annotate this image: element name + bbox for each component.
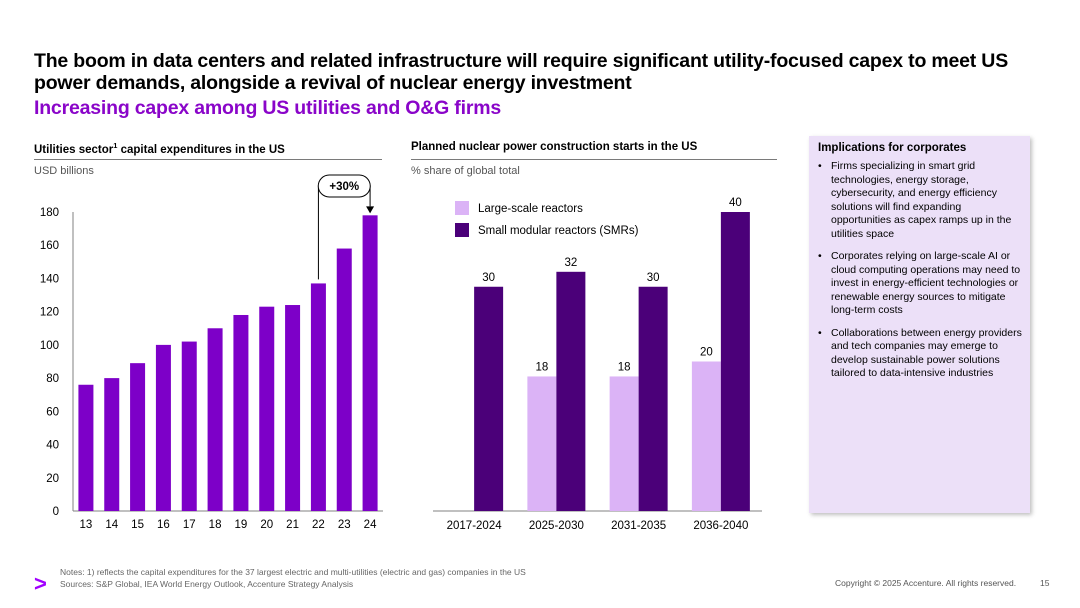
page-title: The boom in data centers and related inf…: [34, 50, 1008, 94]
right-chart-title: Planned nuclear power construction start…: [411, 141, 698, 153]
data-label: 30: [482, 272, 495, 284]
legend-label: Small modular reactors (SMRs): [478, 225, 639, 237]
x-tick-label: 16: [157, 519, 170, 531]
x-tick-label: 20: [260, 519, 273, 531]
capex-bar: [336, 248, 352, 512]
x-tick-label: 17: [183, 519, 196, 531]
right-chart-unit: % share of global total: [411, 165, 520, 177]
y-tick-label: 180: [40, 207, 59, 219]
y-tick-label: 0: [53, 506, 59, 518]
x-tick-label: 2031-2035: [611, 520, 666, 532]
large-scale-bar: [527, 376, 557, 511]
smr-bar: [474, 286, 504, 511]
capex-bar: [78, 384, 94, 511]
capex-bar: [259, 306, 275, 511]
x-tick-label: 19: [235, 519, 248, 531]
sources-line: Sources: S&P Global, IEA World Energy Ou…: [60, 579, 354, 589]
implications-list: Firms specializing in smart grid technol…: [817, 160, 1030, 390]
legend-swatch: [455, 223, 469, 237]
legend-swatch: [455, 201, 469, 215]
data-label: 18: [618, 361, 631, 373]
y-tick-label: 160: [40, 240, 59, 252]
data-label: 32: [564, 257, 577, 269]
data-label: 40: [729, 197, 742, 209]
large-scale-bar: [691, 361, 721, 511]
capex-bar: [130, 363, 146, 511]
large-scale-bar: [609, 376, 639, 511]
capex-bar: [310, 283, 326, 511]
y-tick-label: 120: [40, 307, 59, 319]
copyright: Copyright © 2025 Accenture. All rights r…: [835, 578, 1017, 588]
smr-bar: [720, 212, 750, 511]
x-tick-label: 18: [209, 519, 222, 531]
capex-bar: [155, 344, 171, 511]
y-tick-label: 100: [40, 340, 59, 352]
left-chart-divider: [34, 159, 382, 160]
x-tick-label: 24: [364, 519, 377, 531]
x-tick-label: 22: [312, 519, 325, 531]
implication-bullet: Collaborations between energy providers …: [817, 327, 1022, 381]
page-subtitle: Increasing capex among US utilities and …: [34, 97, 501, 119]
left-chart-unit: USD billions: [34, 165, 94, 177]
implication-bullet: Corporates relying on large-scale AI or …: [817, 250, 1022, 318]
x-tick-label: 2017-2024: [447, 520, 503, 532]
smr-bar: [556, 271, 586, 511]
data-label: 18: [535, 361, 548, 373]
y-tick-label: 140: [40, 273, 59, 285]
x-tick-label: 21: [286, 519, 299, 531]
x-tick-label: 14: [105, 519, 118, 531]
right-chart-divider: [411, 159, 777, 160]
capex-bar: [233, 314, 249, 511]
y-tick-label: 40: [46, 440, 59, 452]
implications-panel: Implications for corporates Firms specia…: [809, 136, 1030, 513]
capex-bar: [207, 328, 223, 511]
smr-bar: [638, 286, 668, 511]
capex-bar: [362, 215, 378, 512]
x-tick-label: 13: [80, 519, 93, 531]
x-tick-label: 2025-2030: [529, 520, 584, 532]
implication-bullet: Firms specializing in smart grid technol…: [817, 160, 1022, 241]
page-number: 15: [1040, 578, 1050, 588]
y-tick-label: 80: [46, 373, 59, 385]
capex-bar: [285, 305, 301, 511]
footnotes: Notes: 1) reflects the capital expenditu…: [60, 566, 526, 590]
y-tick-label: 60: [46, 406, 59, 418]
implications-title: Implications for corporates: [818, 142, 967, 154]
growth-arrowhead: [366, 206, 375, 214]
legend-label: Large-scale reactors: [478, 203, 583, 215]
growth-label: +30%: [329, 181, 359, 193]
data-label: 20: [700, 347, 713, 359]
notes-line: Notes: 1) reflects the capital expenditu…: [60, 567, 526, 577]
data-label: 30: [647, 272, 660, 284]
x-tick-label: 15: [131, 519, 144, 531]
x-tick-label: 2036-2040: [693, 520, 748, 532]
capex-bar: [181, 341, 197, 511]
growth-badge: [317, 174, 371, 198]
left-chart-title: Utilities sector1 capital expenditures i…: [34, 141, 285, 156]
capex-bar: [104, 378, 120, 511]
x-tick-label: 23: [338, 519, 351, 531]
y-tick-label: 20: [46, 473, 59, 485]
accenture-logo: >: [34, 571, 47, 596]
